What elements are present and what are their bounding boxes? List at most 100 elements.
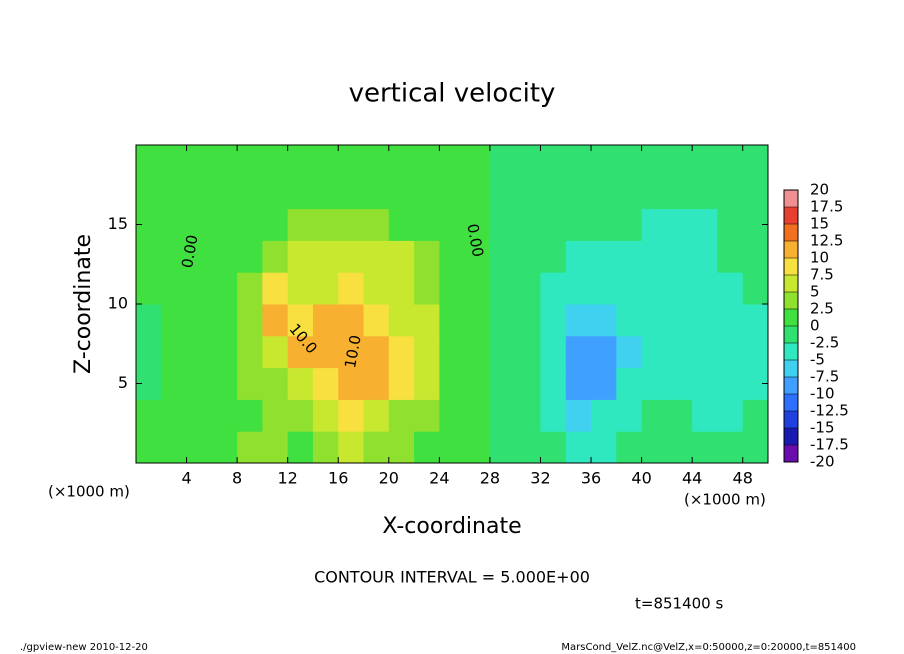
cell	[616, 335, 643, 369]
cell	[464, 176, 491, 210]
cell	[565, 431, 592, 464]
colorbar-label: -12.5	[810, 402, 849, 420]
cell	[439, 367, 466, 400]
cell	[388, 304, 415, 337]
cell	[338, 176, 365, 210]
cell	[591, 145, 617, 178]
cell	[666, 176, 693, 210]
cell	[439, 272, 466, 305]
cell	[515, 176, 541, 210]
y-tick-label: 15	[108, 214, 128, 233]
cell	[742, 304, 769, 337]
cell	[388, 272, 415, 305]
cell	[211, 399, 238, 432]
cell	[161, 304, 188, 337]
colorbar-label: -17.5	[810, 436, 849, 454]
cell	[186, 431, 213, 464]
colorbar-label: -20	[810, 453, 835, 471]
cell	[186, 176, 213, 210]
colorbar-bin	[784, 258, 798, 275]
cell	[338, 367, 365, 400]
cell	[363, 208, 390, 241]
cell	[717, 145, 744, 178]
cell	[717, 240, 744, 273]
cell	[717, 176, 744, 210]
cell	[338, 431, 365, 464]
colorbar-bin	[784, 292, 798, 309]
cell	[211, 335, 238, 369]
cell	[211, 304, 238, 337]
cell	[489, 240, 516, 273]
cell	[591, 335, 617, 369]
cell	[515, 208, 541, 241]
cell	[338, 240, 365, 273]
cell	[237, 399, 263, 432]
cell	[363, 145, 390, 178]
colorbar-bin	[784, 428, 798, 445]
cell	[312, 240, 339, 273]
cell	[186, 208, 213, 241]
cell	[489, 367, 516, 400]
cell	[136, 240, 162, 273]
cell	[237, 240, 263, 273]
cell	[540, 367, 567, 400]
cell	[287, 335, 314, 369]
cell	[211, 240, 238, 273]
x-tick-label: 28	[480, 469, 500, 488]
x-tick-label: 8	[232, 469, 242, 488]
cell	[161, 367, 188, 400]
cell	[641, 208, 668, 241]
cell	[692, 304, 718, 337]
cell	[591, 431, 617, 464]
cell	[312, 272, 339, 305]
cell	[287, 145, 314, 178]
cell	[540, 176, 567, 210]
cell	[742, 176, 769, 210]
colorbar-label: -7.5	[810, 368, 839, 386]
cell	[312, 431, 339, 464]
cell	[312, 367, 339, 400]
cell	[338, 399, 365, 432]
cell	[439, 335, 466, 369]
chart-title: vertical velocity	[349, 79, 556, 109]
cell	[262, 208, 289, 241]
cell	[312, 399, 339, 432]
cell	[591, 240, 617, 273]
cell	[363, 399, 390, 432]
colorbar-bin	[784, 190, 798, 207]
cell	[186, 367, 213, 400]
x-unit-right: (×1000 m)	[684, 491, 766, 509]
cell	[136, 304, 162, 337]
cell	[666, 367, 693, 400]
cell	[717, 399, 744, 432]
x-tick-label: 48	[733, 469, 753, 488]
cell	[515, 272, 541, 305]
cell	[666, 335, 693, 369]
cell	[186, 145, 213, 178]
cell	[616, 399, 643, 432]
cell	[237, 145, 263, 178]
cell	[565, 240, 592, 273]
cell	[540, 304, 567, 337]
cell	[211, 145, 238, 178]
cell	[540, 431, 567, 464]
colorbar-label: 17.5	[810, 198, 843, 216]
cell	[136, 145, 162, 178]
x-tick-label: 4	[181, 469, 191, 488]
colorbar-label: 7.5	[810, 266, 834, 284]
cell	[641, 176, 668, 210]
cell	[515, 335, 541, 369]
cell	[211, 272, 238, 305]
cell	[565, 304, 592, 337]
cell	[692, 240, 718, 273]
contour-label: 10.0	[341, 334, 365, 370]
cell	[363, 240, 390, 273]
cell	[540, 145, 567, 178]
cell	[363, 367, 390, 400]
cell	[312, 145, 339, 178]
cell	[641, 240, 668, 273]
cell	[136, 272, 162, 305]
colorbar-bin	[784, 360, 798, 377]
cell	[616, 304, 643, 337]
